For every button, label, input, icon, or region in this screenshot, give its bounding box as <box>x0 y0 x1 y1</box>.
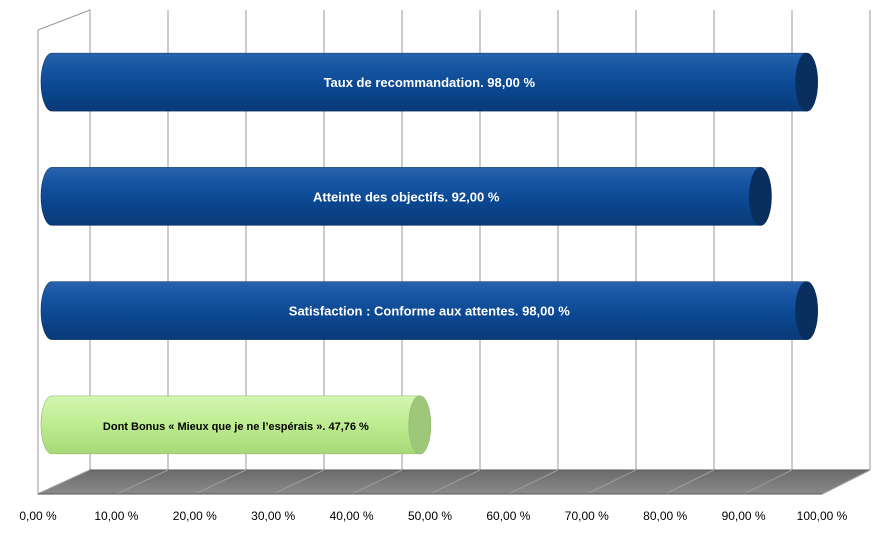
floor-gridline <box>429 469 481 495</box>
x-tick-label: 0,00 % <box>19 509 57 523</box>
x-tick-label: 50,00 % <box>408 509 452 523</box>
floor-gridline <box>194 469 247 495</box>
x-tick-label: 70,00 % <box>565 509 609 523</box>
bar-end-cap <box>408 395 432 455</box>
bar-data-label: Dont Bonus « Mieux que je ne l’espérais … <box>103 421 369 433</box>
x-tick-label: 30,00 % <box>251 509 295 523</box>
bar: Atteinte des objectifs. 92,00 % <box>40 167 772 226</box>
bar: Dont Bonus « Mieux que je ne l’espérais … <box>40 395 432 455</box>
floor-gridline <box>351 469 403 495</box>
x-tick-label: 60,00 % <box>486 509 530 523</box>
x-tick-label: 80,00 % <box>643 509 687 523</box>
x-tick-label: 90,00 % <box>722 509 766 523</box>
bars-layer: Taux de recommandation. 98,00 % Atteinte … <box>40 52 818 455</box>
floor-gridline <box>116 469 169 495</box>
bar-end-cap <box>795 52 818 112</box>
x-tick-label: 100,00 % <box>797 509 848 523</box>
floor-gridline <box>821 469 871 495</box>
bar: Satisfaction : Conforme aux attentes. 98… <box>40 281 818 340</box>
x-axis-tick-labels: 0,00 % 10,00 % 20,00 % 30,00 % 40,00 % 50,00 … <box>19 509 847 523</box>
bar-end-cap <box>795 281 818 340</box>
x-tick-label: 10,00 % <box>94 509 138 523</box>
floor-gridline <box>37 469 91 495</box>
bar-data-label: Atteinte des objectifs. 92,00 % <box>313 189 500 204</box>
x-tick-label: 40,00 % <box>330 509 374 523</box>
floor-gridline <box>272 469 325 495</box>
bar: Taux de recommandation. 98,00 % <box>40 52 818 112</box>
x-tick-label: 20,00 % <box>173 509 217 523</box>
bar-end-cap <box>749 167 772 226</box>
floor-gridline <box>508 469 559 495</box>
bar-data-label: Satisfaction : Conforme aux attentes. 98… <box>289 304 570 319</box>
bar-data-label: Taux de recommandation. 98,00 % <box>324 75 536 90</box>
chart-floor <box>37 469 871 495</box>
floor-gridline <box>586 469 637 495</box>
floor-gridline <box>743 469 793 495</box>
floor-gridline <box>664 469 715 495</box>
